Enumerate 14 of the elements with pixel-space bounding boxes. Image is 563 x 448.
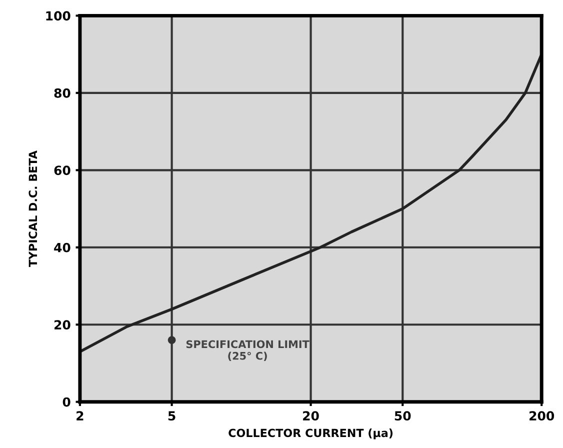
x-tick-label: 200: [530, 411, 554, 421]
x-tick-label: 50: [394, 411, 411, 421]
x-tick-label: 5: [168, 411, 176, 421]
x-axis-title: COLLECTOR CURRENT (μa): [228, 428, 393, 440]
y-tick-label: 60: [54, 166, 70, 176]
x-tick-label: 20: [303, 411, 319, 421]
y-tick-label: 80: [54, 88, 70, 98]
annotation: SPECIFICATION LIMIT (25° C): [186, 340, 310, 362]
y-tick-label: 100: [46, 11, 70, 21]
x-tick-label: 2: [76, 411, 84, 420]
y-tick-label: 0: [62, 397, 70, 407]
y-axis-title: TYPICAL D.C. BETA: [28, 150, 38, 268]
y-tick-label: 20: [54, 320, 70, 330]
y-tick-label: 40: [54, 242, 70, 252]
